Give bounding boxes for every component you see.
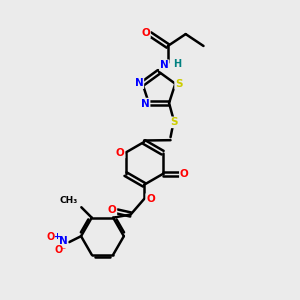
Text: O: O (46, 232, 55, 242)
Text: N: N (59, 236, 68, 246)
Text: O: O (180, 169, 189, 179)
Text: O: O (108, 205, 116, 215)
Text: O: O (146, 194, 155, 204)
Text: S: S (170, 117, 177, 127)
Text: H: H (173, 59, 181, 69)
Text: O: O (141, 28, 150, 38)
Text: N: N (160, 60, 169, 70)
Text: O: O (54, 245, 62, 256)
Text: O: O (116, 148, 124, 158)
Text: N: N (141, 99, 150, 109)
Text: ⁻: ⁻ (61, 247, 66, 256)
Text: N: N (135, 78, 143, 88)
Text: +: + (53, 232, 60, 241)
Text: CH₃: CH₃ (59, 196, 78, 205)
Text: S: S (175, 79, 183, 89)
